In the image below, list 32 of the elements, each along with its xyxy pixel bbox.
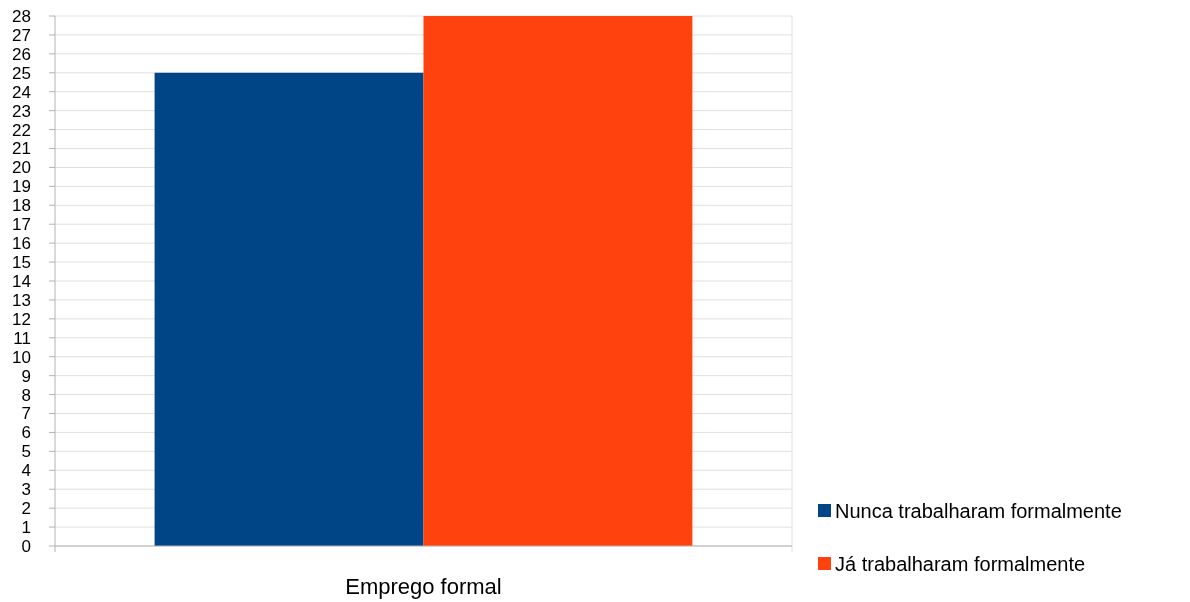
y-tick-label: 20 (12, 158, 31, 178)
y-tick-label: 7 (21, 404, 31, 424)
x-tick-label: Emprego formal (345, 574, 502, 599)
y-tick-label: 16 (12, 234, 31, 254)
y-tick-label: 27 (12, 25, 31, 45)
y-tick-label: 23 (12, 101, 31, 121)
y-tick-label: 24 (12, 82, 31, 102)
y-tick-label: 15 (12, 253, 31, 273)
y-tick-label: 3 (21, 480, 31, 500)
legend-label: Já trabalharam formalmente (835, 553, 1086, 575)
y-tick-label: 10 (12, 347, 31, 367)
y-tick-label: 2 (21, 499, 31, 519)
y-tick-label: 22 (12, 120, 31, 140)
y-tick-label: 14 (12, 271, 31, 291)
y-tick-label: 18 (12, 196, 31, 216)
y-tick-label: 21 (12, 139, 31, 159)
y-tick-label: 1 (21, 518, 31, 538)
y-tick-label: 5 (21, 442, 31, 462)
legend-label: Nunca trabalharam formalmente (835, 500, 1122, 522)
y-tick-label: 9 (21, 366, 31, 386)
y-tick-label: 19 (12, 177, 31, 197)
y-tick-label: 12 (12, 309, 31, 329)
y-tick-label: 0 (21, 536, 31, 556)
y-tick-label: 17 (12, 215, 31, 235)
y-tick-label: 11 (13, 328, 31, 348)
y-tick-label: 4 (21, 461, 31, 481)
y-tick-label: 6 (21, 423, 31, 443)
y-tick-label: 26 (12, 44, 31, 64)
y-tick-label: 25 (12, 63, 31, 83)
y-tick-label: 13 (12, 290, 31, 310)
y-tick-label: 28 (12, 6, 31, 26)
y-tick-label: 8 (21, 385, 31, 405)
